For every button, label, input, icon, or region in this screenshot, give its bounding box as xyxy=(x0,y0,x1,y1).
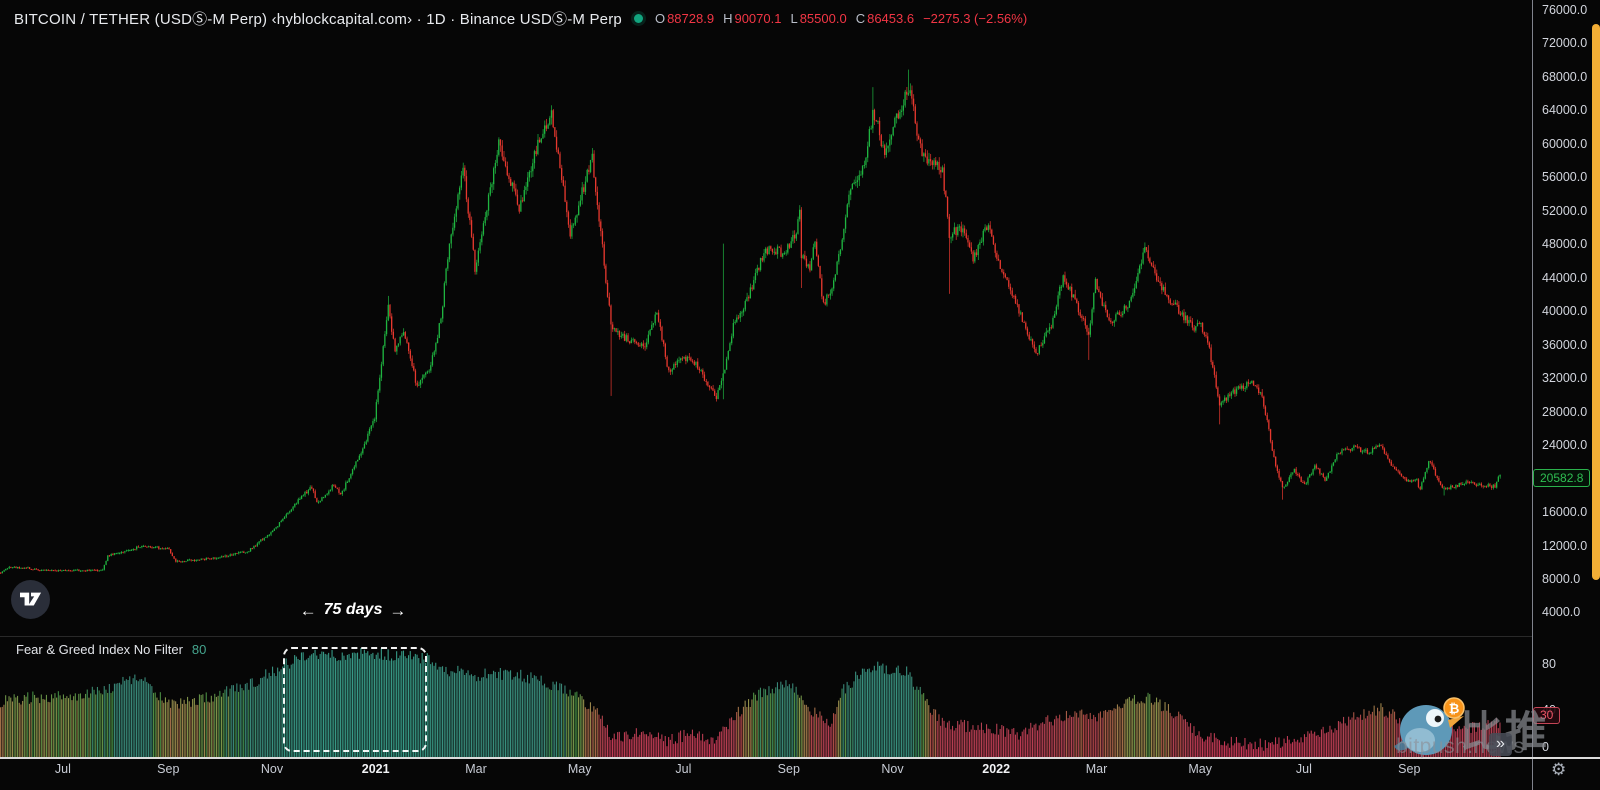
tradingview-logo-icon xyxy=(19,592,41,605)
price-tick-label: 48000.0 xyxy=(1542,237,1588,252)
time-axis-label: Sep xyxy=(157,762,180,776)
tradingview-logo[interactable] xyxy=(11,580,50,619)
time-axis-label: 2021 xyxy=(361,762,390,776)
high-label: H xyxy=(723,11,733,26)
symbol-title[interactable]: BITCOIN / TETHER (USDⓈ-M Perp) ‹hyblockc… xyxy=(14,11,622,28)
market-status-icon xyxy=(633,14,643,23)
price-axis-border xyxy=(1532,0,1533,790)
time-axis-label: 2022 xyxy=(982,762,1011,776)
time-axis-border xyxy=(0,757,1600,759)
price-tick-label: 76000.0 xyxy=(1542,3,1588,17)
time-axis-label: Mar xyxy=(1085,762,1108,776)
low-value: 85500.0 xyxy=(799,11,847,26)
time-axis-label: Sep xyxy=(777,762,800,776)
price-tick-label: 4000.0 xyxy=(1542,605,1581,620)
time-axis-label: Jul xyxy=(1295,762,1312,776)
indicator-name: Fear & Greed Index No Filter xyxy=(16,642,183,657)
time-axis-label: Jul xyxy=(54,762,71,776)
price-tick-label: 32000.0 xyxy=(1542,371,1588,386)
price-tick-label: 24000.0 xyxy=(1542,438,1588,453)
time-axis-label: Sep xyxy=(1398,762,1421,776)
ohlc-values: O 88728.9 H 90070.1 L 85500.0 C 86453.6 −227… xyxy=(655,11,1027,26)
right-arrow-icon: → xyxy=(389,600,407,620)
price-tick-label: 72000.0 xyxy=(1542,36,1588,51)
price-tick-label: 64000.0 xyxy=(1542,103,1588,118)
scrollbar-thumb[interactable] xyxy=(1592,24,1600,580)
close-label: C xyxy=(855,11,866,26)
open-label: O xyxy=(654,11,666,26)
time-axis-label: May xyxy=(1188,762,1212,776)
indicator-tick-label: 0 xyxy=(1542,740,1549,754)
price-tick-label: 68000.0 xyxy=(1542,69,1588,84)
pane-separator[interactable] xyxy=(0,636,1532,637)
low-label: L xyxy=(790,11,798,26)
open-value: 88728.9 xyxy=(667,11,715,26)
last-price-label: 20582.8 xyxy=(1533,469,1591,487)
time-axis-settings-gear-icon[interactable]: ⚙ xyxy=(1551,760,1567,779)
candlestick-chart-canvas[interactable] xyxy=(0,0,1532,758)
time-axis-label: Nov xyxy=(881,762,904,776)
price-tick-label: 36000.0 xyxy=(1542,337,1588,352)
indicator-legend[interactable]: Fear & Greed Index No Filter 80 xyxy=(16,642,206,657)
go-to-realtime-button[interactable]: » xyxy=(1489,733,1512,756)
highlight-dashed-box xyxy=(283,647,427,752)
close-value: 86453.6 xyxy=(867,11,915,26)
price-change: −2275.3 (−2.56%) xyxy=(923,11,1028,26)
indicator-last-value: 80 xyxy=(191,642,207,657)
time-axis-label: May xyxy=(567,762,592,776)
price-tick-label: 56000.0 xyxy=(1542,170,1588,185)
price-tick-label: 12000.0 xyxy=(1542,538,1588,553)
left-arrow-icon: ← xyxy=(299,600,317,620)
high-value: 90070.1 xyxy=(734,11,782,26)
time-axis-label: Nov xyxy=(260,762,284,776)
price-tick-label: 52000.0 xyxy=(1542,203,1588,218)
annotation-text: 75 days xyxy=(323,601,383,618)
span-annotation: ← 75 days → xyxy=(283,601,423,619)
indicator-value-label: 30 xyxy=(1533,707,1561,724)
time-axis-label: Jul xyxy=(675,762,692,776)
price-tick-label: 40000.0 xyxy=(1542,304,1588,319)
chart-legend: BITCOIN / TETHER (USDⓈ-M Perp) ‹hyblockc… xyxy=(14,8,1027,29)
price-tick-label: 28000.0 xyxy=(1542,404,1588,419)
price-tick-label: 8000.0 xyxy=(1542,572,1581,586)
indicator-tick-label: 80 xyxy=(1542,657,1556,671)
bitpush-bird-logo: ₿ xyxy=(1390,696,1470,763)
time-axis-label: Mar xyxy=(465,762,487,776)
price-tick-label: 16000.0 xyxy=(1542,505,1588,520)
price-tick-label: 44000.0 xyxy=(1542,270,1588,285)
price-tick-label: 60000.0 xyxy=(1542,136,1588,151)
btc-coin-icon: ₿ xyxy=(1449,701,1460,716)
